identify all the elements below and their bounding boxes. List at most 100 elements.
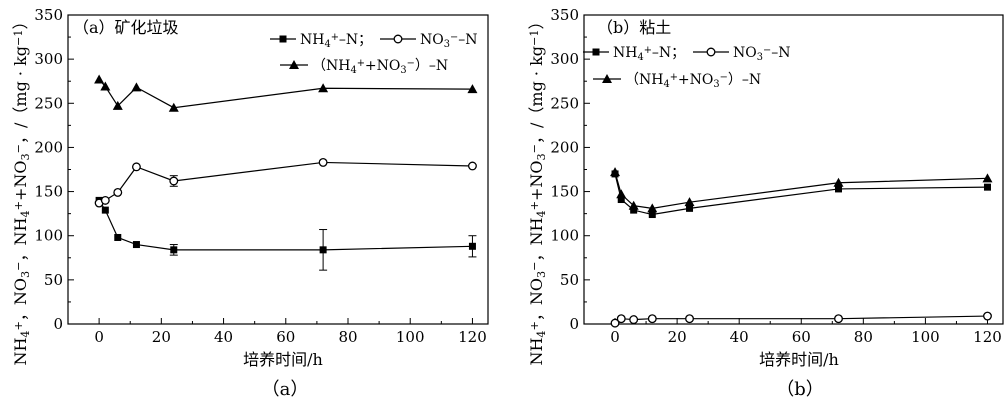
data-point <box>629 315 639 325</box>
text-segment: ）–N <box>415 58 448 74</box>
data-point <box>289 60 299 69</box>
text-segment: NO <box>420 32 444 48</box>
plot-frame <box>583 14 1004 325</box>
legend-label-nh4: NH4+–N； <box>300 32 372 50</box>
text-segment: − <box>12 261 25 270</box>
data-point <box>630 206 638 214</box>
text-segment: 3 <box>535 271 548 278</box>
text-segment: ，/（mg · kg <box>527 46 546 144</box>
data-point <box>628 200 639 210</box>
data-point <box>279 35 287 43</box>
text-segment: ，NO <box>527 278 546 321</box>
y-tick-label: 100 <box>34 227 63 245</box>
text-segment: −1 <box>528 29 541 46</box>
text-segment: + <box>357 58 365 69</box>
text-segment: + <box>12 201 25 210</box>
series-line <box>98 79 473 109</box>
text-segment: 3 <box>19 153 32 160</box>
text-segment: 4 <box>535 210 548 217</box>
data-point <box>114 233 122 241</box>
data-point <box>94 74 105 84</box>
text-segment: 4 <box>535 330 548 337</box>
data-point <box>982 173 993 183</box>
data-point <box>686 204 694 212</box>
x-tick-label: 0 <box>610 328 620 346</box>
x-tick-label: 100 <box>911 328 940 346</box>
series-line <box>98 161 473 204</box>
text-segment: + <box>528 321 541 330</box>
x-tick-label: 80 <box>338 328 357 346</box>
series-no3 <box>94 157 477 208</box>
data-point <box>706 47 716 57</box>
y-tick-label: 0 <box>569 315 579 333</box>
text-segment: 4 <box>663 79 669 90</box>
series-sum <box>94 74 478 112</box>
data-point <box>101 206 109 214</box>
y-tick-label: 150 <box>550 183 579 201</box>
x-tick-label: 120 <box>458 328 487 346</box>
legend-label-nh4: NH4+–N； <box>613 45 685 63</box>
data-point <box>168 102 179 112</box>
text-segment: NH <box>527 338 546 366</box>
data-point <box>468 242 476 250</box>
text-segment: − <box>720 72 728 83</box>
x-axis-label: 培养时间/h <box>759 350 839 369</box>
x-tick-label: 80 <box>854 328 873 346</box>
y-tick-label: 250 <box>34 94 63 112</box>
data-point <box>112 100 123 110</box>
data-point <box>100 195 110 205</box>
text-segment: 3 <box>444 39 450 50</box>
x-tick-label: 0 <box>94 328 104 346</box>
text-segment: NH <box>11 338 30 366</box>
x-tick-label: 60 <box>276 328 295 346</box>
text-segment: ，/（mg · kg <box>11 46 30 144</box>
data-point <box>131 162 141 172</box>
text-segment: − <box>763 45 771 56</box>
y-tick-label: 350 <box>550 6 579 24</box>
y-axis-label-text: NH4+，NO3−，NH4++NO3−，/（mg · kg−1） <box>11 13 32 365</box>
text-segment: ） <box>527 13 546 29</box>
data-point <box>467 84 478 94</box>
legend: NH4+–N； NO3−–N（NH4++NO3−）–N <box>583 45 790 90</box>
data-point <box>684 197 695 207</box>
x-tick-label: 40 <box>730 328 749 346</box>
text-segment: –N <box>771 45 790 61</box>
data-point <box>833 177 844 187</box>
series-nh4 <box>95 196 477 271</box>
data-point <box>835 185 843 193</box>
legend-label-no3: NO3−–N <box>733 45 790 63</box>
y-tick-label: 350 <box>34 6 63 24</box>
data-point <box>616 189 627 199</box>
data-point <box>610 167 621 177</box>
series-no3 <box>610 311 992 328</box>
text-segment: NH <box>300 32 324 48</box>
text-segment: − <box>528 144 541 153</box>
data-point <box>100 81 111 91</box>
text-segment: 4 <box>324 39 330 50</box>
x-tick-label: 20 <box>152 328 171 346</box>
y-axis-label: NH4+，NO3−，NH4++NO3−，/（mg · kg−1） <box>11 13 32 365</box>
legend-label-sum: （NH4++NO3−）–N <box>312 58 448 76</box>
legend: NH4+–N； NO3−–N（NH4++NO3−）–N <box>270 32 477 76</box>
text-segment: 3 <box>757 52 763 63</box>
y-tick-label: 200 <box>34 138 63 156</box>
data-point <box>602 74 612 83</box>
y-tick-label: 0 <box>53 315 63 333</box>
chart-title: （b）粘土 <box>597 18 671 37</box>
text-segment: 4 <box>350 65 356 76</box>
chart-panel-b: （b）粘土 培养时间/h （b） 0 20 40 60 80 100 120 0 50 100 15… <box>527 6 1004 400</box>
text-segment: + <box>331 32 339 43</box>
y-tick-label: 300 <box>550 50 579 68</box>
data-point <box>318 157 328 167</box>
panel-caption: （a） <box>262 379 309 400</box>
x-tick-label: 120 <box>973 328 1002 346</box>
panel-caption: （b） <box>776 379 824 400</box>
text-segment: +NO <box>678 72 713 88</box>
chart-panel-a: （a）矿化垃圾 培养时间/h （a） 0 20 40 60 80 100 120 0 50 100… <box>11 6 489 400</box>
y-tick-label: 200 <box>550 138 579 156</box>
text-segment: +NO <box>527 160 546 201</box>
data-point <box>648 211 656 219</box>
text-segment: + <box>670 72 678 83</box>
y-tick-label: 100 <box>550 227 579 245</box>
